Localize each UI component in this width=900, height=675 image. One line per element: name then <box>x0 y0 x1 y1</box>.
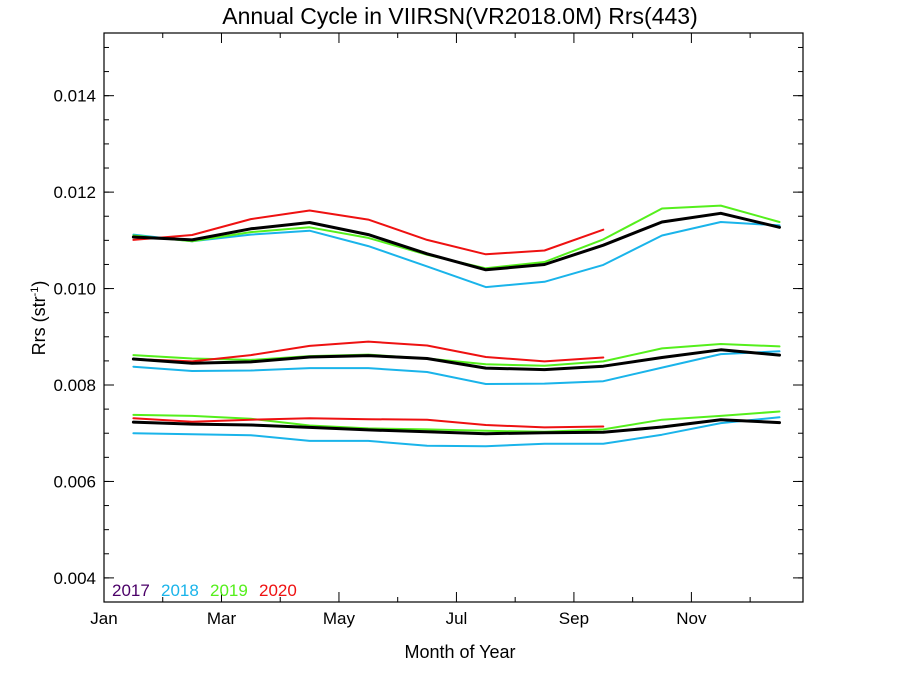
legend: 2017 2018 2019 2020 <box>112 581 297 600</box>
legend-entry-2020: 2020 <box>259 581 297 600</box>
x-axis: Jan Mar May Jul Sep Nov <box>90 33 751 628</box>
legend-entry-2018: 2018 <box>161 581 199 600</box>
plot-frame <box>103 32 804 603</box>
y-tick-label: 0.004 <box>53 569 96 588</box>
x-tick-label: Mar <box>207 609 237 628</box>
series-line-middle-4 <box>132 350 781 385</box>
y-axis-label-superscript: -1 <box>29 287 41 297</box>
series-line-upper-3 <box>131 211 781 272</box>
y-axis-label: Rrs (str-1) <box>29 281 49 356</box>
legend-entry-2019: 2019 <box>210 581 248 600</box>
y-tick-label: 0.006 <box>53 472 96 491</box>
y-tick-label: 0.014 <box>53 87 96 106</box>
series-line-lower-11 <box>131 418 781 436</box>
x-tick-label: Sep <box>559 609 589 628</box>
y-axis-label-close: ) <box>29 281 49 287</box>
y-tick-label: 0.010 <box>53 280 96 299</box>
legend-entry-2017: 2017 <box>112 581 150 600</box>
x-tick-label: Nov <box>676 609 707 628</box>
x-axis-label: Month of Year <box>404 642 515 662</box>
y-tick-label: 0.008 <box>53 376 96 395</box>
x-tick-label: Jul <box>446 609 468 628</box>
series-layer <box>131 204 781 448</box>
series-line-lower-8 <box>132 416 781 448</box>
series-line-middle-7 <box>131 348 781 372</box>
series-line-middle-6 <box>132 340 605 363</box>
series-line-middle-5 <box>132 343 781 367</box>
series-line-upper-0 <box>132 221 781 289</box>
x-tick-label: Jan <box>90 609 117 628</box>
series-line-lower-9 <box>132 410 781 433</box>
y-axis-label-main: Rrs (str <box>29 296 49 355</box>
series-line-upper-2 <box>132 209 605 256</box>
chart-title: Annual Cycle in VIIRSN(VR2018.0M) Rrs(44… <box>222 3 698 29</box>
series-line-lower-10 <box>132 417 605 429</box>
y-tick-label: 0.012 <box>53 183 96 202</box>
x-tick-label: May <box>323 609 356 628</box>
y-axis: 0.004 0.006 0.008 0.010 0.012 0.014 <box>53 46 803 603</box>
